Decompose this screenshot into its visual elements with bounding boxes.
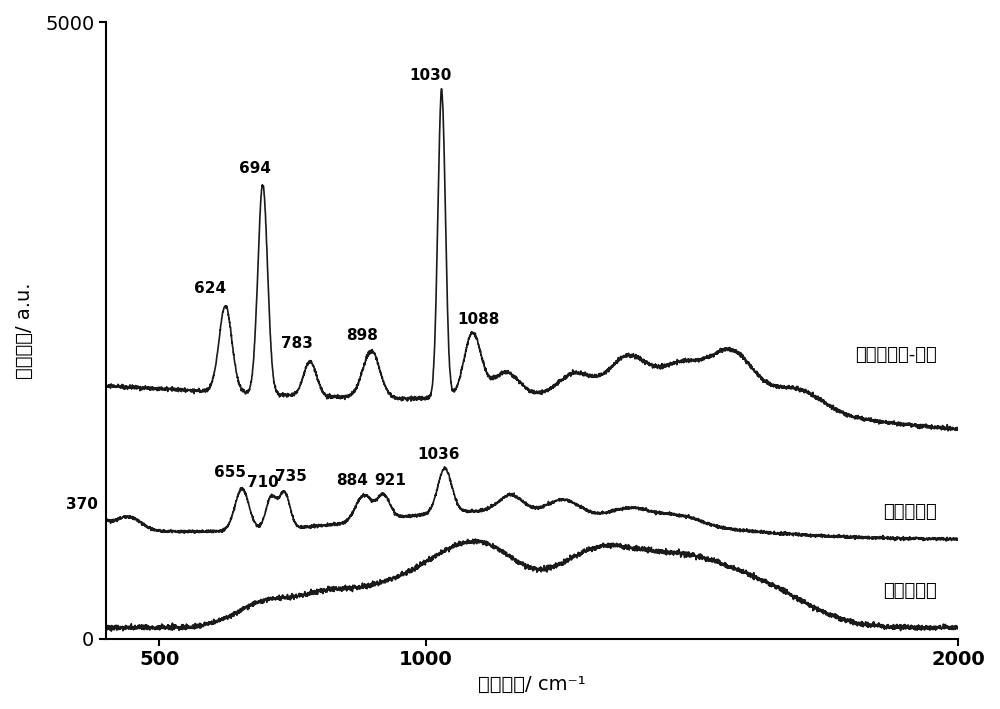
Text: 1030: 1030 [410,68,452,83]
Text: 银纳米额粒-硫醇: 银纳米额粒-硫醇 [855,346,937,364]
Y-axis label: 拉曼信号/ a.u.: 拉曼信号/ a.u. [15,282,34,379]
Text: 898: 898 [346,328,378,343]
Text: 884: 884 [336,473,368,489]
X-axis label: 拉曼位移/ cm⁻¹: 拉曼位移/ cm⁻¹ [478,675,586,694]
Text: 370: 370 [66,497,98,512]
Text: 783: 783 [281,335,313,351]
Text: 硫醇纯液体: 硫醇纯液体 [883,503,937,520]
Text: 694: 694 [239,161,271,176]
Text: 1036: 1036 [417,447,460,462]
Text: 624: 624 [194,281,227,296]
Text: 655: 655 [214,465,246,481]
Text: 735: 735 [275,469,307,484]
Text: 710: 710 [247,475,279,490]
Text: 921: 921 [374,473,406,488]
Text: 1088: 1088 [458,311,500,327]
Text: 银纳米额粒: 银纳米额粒 [883,581,937,600]
